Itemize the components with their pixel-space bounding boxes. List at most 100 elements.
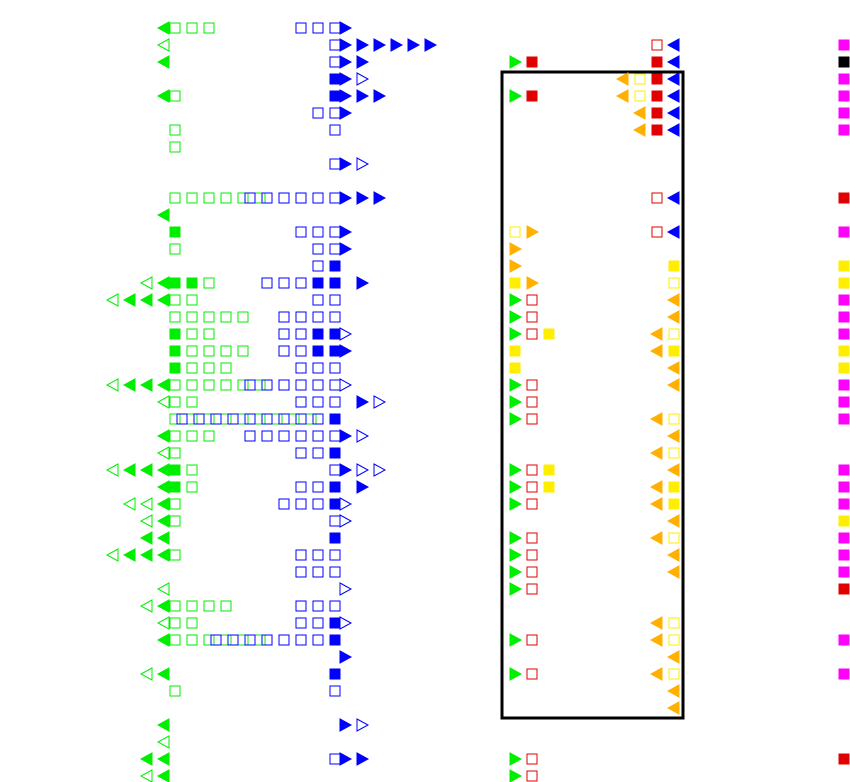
filled-right-triangle [509, 412, 523, 426]
hollow-square [169, 396, 181, 408]
filled-square [838, 481, 850, 493]
filled-square [668, 260, 680, 272]
filled-square [329, 634, 341, 646]
hollow-square [244, 430, 256, 442]
filled-left-triangle [632, 106, 646, 120]
filled-right-triangle [356, 276, 370, 290]
hollow-square [634, 90, 646, 102]
filled-right-triangle [390, 38, 404, 52]
hollow-left-triangle [156, 582, 170, 596]
hollow-square [526, 549, 538, 561]
filled-right-triangle [509, 327, 523, 341]
hollow-square [278, 328, 290, 340]
hollow-square [329, 753, 341, 765]
filled-right-triangle [356, 395, 370, 409]
hollow-square [237, 379, 249, 391]
filled-left-triangle [666, 548, 680, 562]
hollow-square [526, 396, 538, 408]
filled-square [838, 498, 850, 510]
hollow-square [312, 226, 324, 238]
filled-right-triangle [509, 480, 523, 494]
hollow-left-triangle [156, 735, 170, 749]
hollow-square [186, 481, 198, 493]
hollow-square [210, 634, 222, 646]
filled-left-triangle [122, 293, 136, 307]
hollow-square [203, 634, 215, 646]
filled-right-triangle [339, 429, 353, 443]
hollow-square [278, 430, 290, 442]
hollow-square [186, 294, 198, 306]
filled-left-triangle [156, 55, 170, 69]
filled-square [329, 277, 341, 289]
filled-left-triangle [156, 208, 170, 222]
hollow-left-triangle [139, 599, 153, 613]
hollow-square [176, 413, 188, 425]
hollow-right-triangle [339, 616, 353, 630]
filled-left-triangle [649, 480, 663, 494]
filled-square [169, 362, 181, 374]
hollow-square [169, 498, 181, 510]
filled-square [838, 566, 850, 578]
filled-right-triangle [509, 497, 523, 511]
filled-square [838, 634, 850, 646]
hollow-square [186, 362, 198, 374]
filled-right-triangle [509, 769, 523, 782]
hollow-right-triangle [339, 327, 353, 341]
filled-right-triangle [339, 718, 353, 732]
filled-right-triangle [509, 395, 523, 409]
filled-square [329, 260, 341, 272]
filled-left-triangle [649, 446, 663, 460]
filled-left-triangle [666, 701, 680, 715]
hollow-square [169, 141, 181, 153]
filled-left-triangle [666, 310, 680, 324]
filled-left-triangle [139, 548, 153, 562]
filled-square [838, 107, 850, 119]
hollow-square [329, 107, 341, 119]
hollow-square [186, 379, 198, 391]
hollow-square [254, 634, 266, 646]
filled-square [838, 56, 850, 68]
hollow-square [186, 430, 198, 442]
filled-square [838, 39, 850, 51]
hollow-square [210, 413, 222, 425]
hollow-square [203, 311, 215, 323]
filled-square [169, 328, 181, 340]
hollow-square [244, 379, 256, 391]
hollow-square [526, 532, 538, 544]
hollow-square [668, 277, 680, 289]
filled-square [668, 498, 680, 510]
filled-left-triangle [156, 463, 170, 477]
hollow-square [220, 413, 232, 425]
filled-left-triangle [156, 667, 170, 681]
hollow-square [329, 124, 341, 136]
filled-square [169, 226, 181, 238]
hollow-square [329, 56, 341, 68]
filled-square [668, 481, 680, 493]
hollow-square [668, 634, 680, 646]
filled-right-triangle [373, 191, 387, 205]
filled-left-triangle [156, 429, 170, 443]
hollow-square [295, 379, 307, 391]
filled-left-triangle [156, 378, 170, 392]
hollow-square [295, 430, 307, 442]
filled-square [651, 124, 663, 136]
hollow-square [186, 345, 198, 357]
filled-square [838, 90, 850, 102]
filled-square [169, 277, 181, 289]
filled-square [329, 481, 341, 493]
hollow-left-triangle [156, 38, 170, 52]
filled-right-triangle [509, 582, 523, 596]
filled-left-triangle [649, 497, 663, 511]
filled-square [169, 464, 181, 476]
hollow-square [186, 617, 198, 629]
hollow-square [278, 277, 290, 289]
hollow-left-triangle [105, 378, 119, 392]
hollow-square [295, 617, 307, 629]
hollow-square [227, 413, 239, 425]
filled-left-triangle [139, 531, 153, 545]
hollow-square [169, 90, 181, 102]
hollow-left-triangle [139, 514, 153, 528]
hollow-square [312, 396, 324, 408]
